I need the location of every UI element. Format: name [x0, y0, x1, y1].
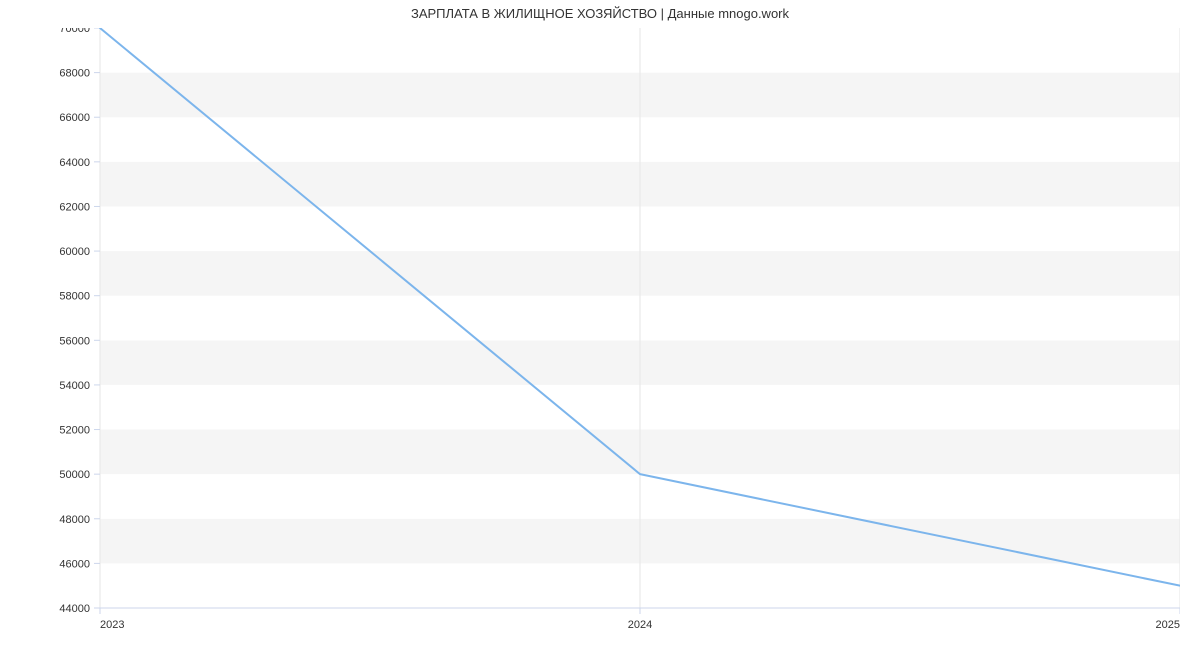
y-tick-label: 68000 [59, 68, 90, 80]
y-tick-label: 44000 [59, 603, 90, 615]
y-tick-label: 52000 [59, 425, 90, 437]
chart-plot-area: 44000 46000 48000 50000 52000 54000 56000 58000… [40, 28, 1180, 636]
x-tick-label: 2024 [628, 619, 652, 631]
x-tick-label: 2023 [100, 619, 124, 631]
y-tick-label: 62000 [59, 201, 90, 213]
y-tick-label: 58000 [59, 291, 90, 303]
y-tick-label: 60000 [59, 246, 90, 258]
x-tick-label: 2025 [1156, 619, 1180, 631]
y-tick-label: 70000 [59, 28, 90, 35]
y-tick-label: 48000 [59, 514, 90, 526]
chart-title: ЗАРПЛАТА В ЖИЛИЩНОЕ ХОЗЯЙСТВО | Данные m… [0, 6, 1200, 21]
y-tick-label: 56000 [59, 335, 90, 347]
y-tick-label: 54000 [59, 380, 90, 392]
chart-container: ЗАРПЛАТА В ЖИЛИЩНОЕ ХОЗЯЙСТВО | Данные m… [0, 0, 1200, 650]
y-tick-label: 50000 [59, 469, 90, 481]
y-tick-label: 64000 [59, 157, 90, 169]
y-tick-label: 46000 [59, 558, 90, 570]
y-tick-label: 66000 [59, 112, 90, 124]
